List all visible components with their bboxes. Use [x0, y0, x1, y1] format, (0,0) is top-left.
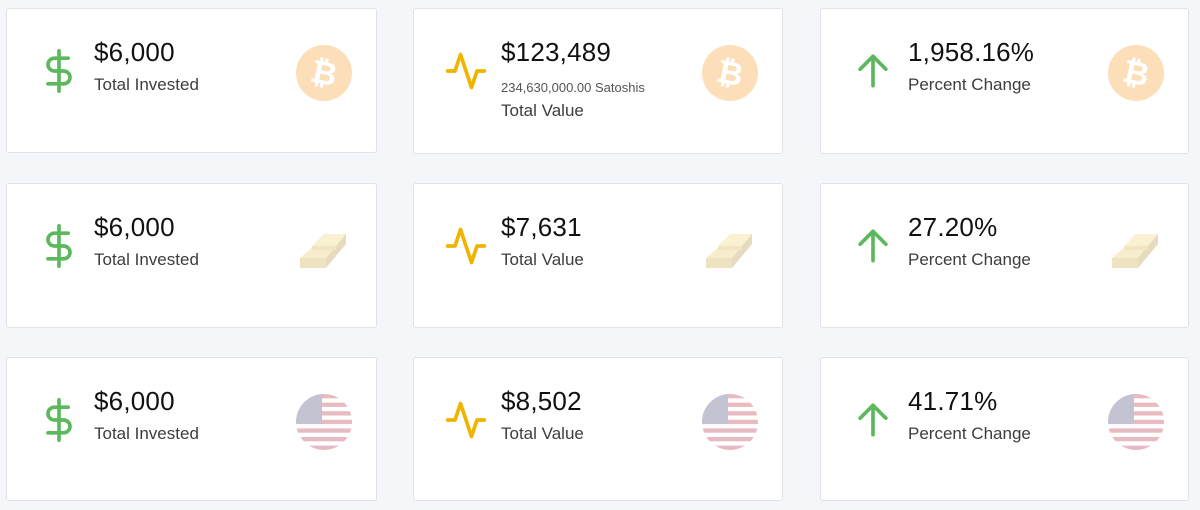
activity-icon: [444, 398, 488, 442]
us-flag-icon: [702, 394, 758, 450]
decor-box: [1016, 45, 1176, 101]
percent-change-amount: 1,958.16%: [908, 37, 1035, 67]
total-value-label: Total Value: [501, 250, 584, 269]
percent-change-amount: 41.71%: [908, 386, 998, 416]
dollar-sign-icon: [37, 49, 81, 93]
decor-box: [202, 394, 362, 450]
total-value-label: Total Value: [501, 101, 584, 120]
decor-box: [1016, 394, 1176, 450]
usd-value-card: $8,502 Total Value: [413, 357, 783, 501]
percent-change-label: Percent Change: [908, 250, 1031, 269]
total-value-amount: $7,631: [501, 212, 582, 242]
decor-box: [202, 220, 362, 276]
gold-value-card: $7,631 Total Value: [413, 183, 783, 328]
bitcoin-icon: ₿: [702, 45, 758, 101]
gold-bars-icon: [1108, 220, 1164, 276]
total-value-amount: $123,489: [501, 37, 612, 67]
activity-icon: [444, 224, 488, 268]
total-value-label: Total Value: [501, 424, 584, 443]
arrow-up-icon: [851, 224, 895, 268]
gold-change-card: 27.20% Percent Change: [820, 183, 1189, 328]
bitcoin-invested-card: $6,000 Total Invested ₿: [6, 8, 377, 153]
usd-invested-card: $6,000 Total Invested: [6, 357, 377, 501]
bitcoin-value-card: $123,489 234,630,000.00 Satoshis Total V…: [413, 8, 783, 154]
invested-label: Total Invested: [94, 75, 199, 94]
invested-amount: $6,000: [94, 37, 175, 67]
bitcoin-icon: ₿: [296, 45, 352, 101]
gold-bars-icon: [296, 220, 352, 276]
percent-change-amount: 27.20%: [908, 212, 998, 242]
gold-bars-icon: [702, 220, 758, 276]
dollar-sign-icon: [37, 224, 81, 268]
us-flag-icon: [1108, 394, 1164, 450]
arrow-up-icon: [851, 49, 895, 93]
bitcoin-icon: ₿: [1108, 45, 1164, 101]
activity-icon: [444, 49, 488, 93]
decor-box: [609, 220, 769, 276]
invested-amount: $6,000: [94, 386, 175, 416]
invested-label: Total Invested: [94, 250, 199, 269]
decor-box: [609, 394, 769, 450]
invested-label: Total Invested: [94, 424, 199, 443]
satoshis-amount: 234,630,000.00 Satoshis: [501, 80, 645, 95]
invested-amount: $6,000: [94, 212, 175, 242]
decor-box: [202, 45, 362, 101]
decor-box: [1016, 220, 1176, 276]
usd-change-card: 41.71% Percent Change: [820, 357, 1189, 501]
percent-change-label: Percent Change: [908, 424, 1031, 443]
us-flag-icon: [296, 394, 352, 450]
percent-change-label: Percent Change: [908, 75, 1031, 94]
dollar-sign-icon: [37, 398, 81, 442]
gold-invested-card: $6,000 Total Invested: [6, 183, 377, 328]
decor-box: [609, 45, 769, 101]
arrow-up-icon: [851, 398, 895, 442]
bitcoin-change-card: 1,958.16% Percent Change ₿: [820, 8, 1189, 154]
total-value-amount: $8,502: [501, 386, 582, 416]
